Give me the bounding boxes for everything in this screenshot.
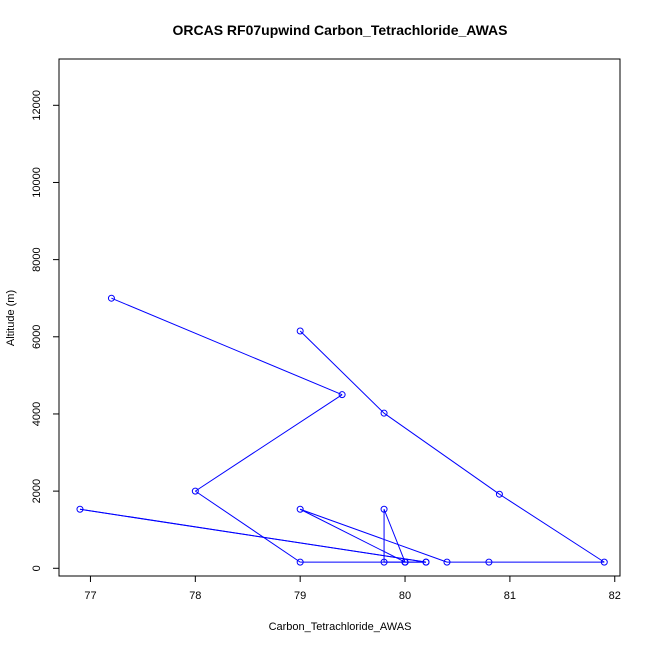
data-point <box>296 558 304 566</box>
chart-title: ORCAS RF07upwind Carbon_Tetrachloride_AW… <box>172 22 507 38</box>
plot-frame <box>58 58 621 577</box>
y-tick-label: 8000 <box>31 247 43 271</box>
series-layer <box>76 294 608 566</box>
data-point <box>380 409 388 417</box>
y-tick-label: 0 <box>31 565 43 571</box>
series-segment <box>299 508 406 563</box>
data-point <box>485 558 493 566</box>
series-segment <box>383 412 500 495</box>
data-point <box>495 490 503 498</box>
y-tick-label: 12000 <box>31 90 43 121</box>
data-point <box>296 327 304 335</box>
series-segment <box>195 490 301 563</box>
x-tick-label: 77 <box>84 590 96 602</box>
data-point <box>422 558 430 566</box>
y-tick-label: 4000 <box>31 402 43 426</box>
data-point <box>296 505 304 513</box>
y-tick-label: 2000 <box>31 479 43 503</box>
x-axis-label: Carbon_Tetrachloride_AWAS <box>269 621 412 633</box>
data-point <box>380 505 388 513</box>
data-point <box>443 558 451 566</box>
x-tick-label: 78 <box>189 590 201 602</box>
y-axis-label: Altitude (m) <box>5 290 17 346</box>
series-segment <box>299 330 385 414</box>
series-segment <box>383 509 406 563</box>
series-segment <box>79 508 427 563</box>
x-tick-label: 81 <box>504 590 516 602</box>
x-tick-label: 80 <box>399 590 411 602</box>
data-point <box>401 558 409 566</box>
series-segment <box>195 394 343 492</box>
series-segment <box>499 493 605 563</box>
data-point <box>380 558 388 566</box>
series-segment <box>111 297 343 396</box>
data-point <box>191 487 199 495</box>
y-axis: 0 2000 4000 6000 8000 10000 12000 <box>31 90 59 571</box>
y-tick-label: 6000 <box>31 325 43 349</box>
data-point <box>338 391 346 399</box>
x-tick-label: 82 <box>609 590 621 602</box>
data-point <box>107 294 115 302</box>
data-point <box>600 558 608 566</box>
data-point <box>76 505 84 513</box>
y-tick-label: 10000 <box>31 167 43 198</box>
x-tick-label: 79 <box>294 590 306 602</box>
series-segment <box>300 508 448 563</box>
x-axis: 77 78 79 80 81 82 <box>84 576 621 602</box>
